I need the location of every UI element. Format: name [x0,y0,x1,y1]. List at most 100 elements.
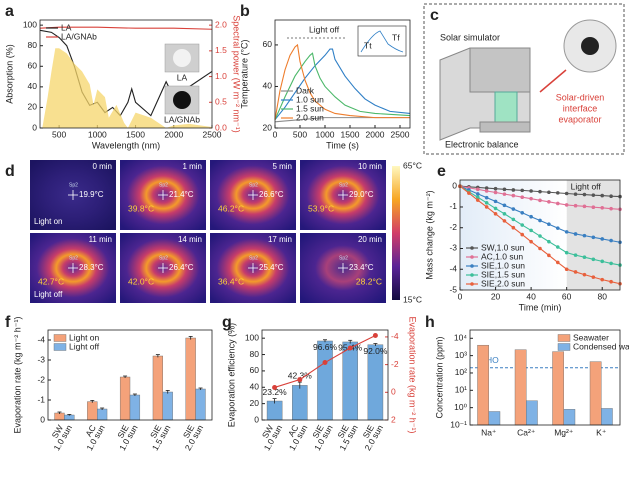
y-tick-label: -1 [37,394,45,404]
x-tick-label: 2000 [164,129,183,139]
y-tick-label: 0 [254,414,259,424]
colorbar-label: 65°C [403,160,422,170]
bar [317,340,333,421]
legend-label: Light off [69,341,100,351]
bar [185,337,196,421]
y-tick-label: 80 [250,349,260,359]
point [529,228,533,233]
spot-label: Sp2 [159,255,168,261]
inset-label: Tt [364,40,372,50]
spot-temp: 21.4°C [169,190,194,199]
bar [162,391,173,421]
simulator-head [469,47,531,93]
image-time: 14 min [178,235,202,244]
point [555,226,560,230]
y-tick-label: 60 [28,61,38,71]
plot-frame [47,329,213,421]
y2-tick-label: 0.5 [215,97,227,107]
bar [292,385,308,421]
spot-temp: 19.9°C [79,190,104,199]
y-axis-label: Temperature (°C) [239,39,249,108]
spot-label: Sp2 [69,255,78,261]
point [582,272,587,277]
max-temp: 28.2°C [356,276,382,286]
legend-label: 1.5 sun [296,103,324,113]
panel-label: f [5,314,11,331]
max-temp: 42.7°C [38,276,64,286]
point [600,206,605,210]
inset-label: Tf [392,32,400,42]
y-tick-label: 80 [28,40,38,50]
point [555,201,560,206]
panel-frame [423,3,625,155]
point [372,333,378,339]
point [529,189,533,193]
y2-axis-label: Evaporation rate (kg m⁻² h⁻¹) [408,316,418,433]
bar [514,349,527,426]
point [547,199,551,204]
point [564,191,569,196]
photo-label: LA/GNAb [164,114,200,124]
point [538,218,542,223]
point [609,238,613,243]
legend-label: LA [61,22,72,32]
image-time: 10 min [358,162,382,171]
point [547,239,551,244]
spot-label: Sp2 [249,255,258,261]
x-axis-label: Time (s) [326,140,359,150]
spot-temp: 26.6°C [259,190,284,199]
panel-label: a [5,3,14,20]
point [547,253,551,258]
y-tick-label: 40 [28,81,38,91]
point [520,232,525,237]
y-tick-label: -4 [449,263,457,273]
point [538,234,542,238]
series-line [274,48,411,121]
x-tick-label: 2500 [391,129,410,139]
value-label: 92.0% [363,346,388,356]
panel-c: c Solar simulator Electronic balance Sol… [423,3,625,155]
diagram-label: Electronic balance [445,139,519,149]
point [502,203,507,208]
max-temp: 36.4°C [218,276,244,286]
legend-swatch [53,334,67,342]
annotation: Light off [309,24,340,34]
x-tick-label: 2000 [366,129,385,139]
evaporator [494,91,518,123]
y2-tick-label: 1.0 [215,71,227,81]
plot-frame [469,329,621,426]
legend-label: SIE,1.5 sun [481,269,525,279]
x-tick-label: 80 [597,291,607,301]
x-tick-label: Ca²⁺ [517,427,536,437]
y2-tick-label: 1.5 [215,45,227,55]
evaporator-label: evaporator [558,114,601,124]
y-tick-label: 20 [263,122,273,132]
point [573,203,578,208]
x-tick-label: Mg²⁺ [554,427,574,437]
legend-label: Dark [296,85,315,95]
y-tick-label: 10⁻¹ [450,419,467,429]
point [582,204,587,209]
point [547,190,551,195]
point [591,235,596,240]
balance [479,121,531,133]
bar [64,414,75,421]
panel-label: e [437,163,446,180]
max-temp: 42.0°C [128,276,154,286]
bar [367,344,384,421]
image-time: 11 min [89,235,112,244]
photo-sample [581,37,599,55]
colorbar-label: 15°C [403,294,422,304]
inset-curve [360,30,404,53]
inset-frame [357,25,407,57]
point [502,219,507,223]
point [582,192,587,197]
spot-label: Sp2 [339,255,348,261]
point [538,189,542,194]
point [475,192,480,196]
legend-label: LA/GNAb [61,31,97,41]
point [520,188,525,193]
y-tick-label: -4 [37,334,45,344]
y-tick-label: -1 [449,201,457,211]
point [555,245,560,249]
